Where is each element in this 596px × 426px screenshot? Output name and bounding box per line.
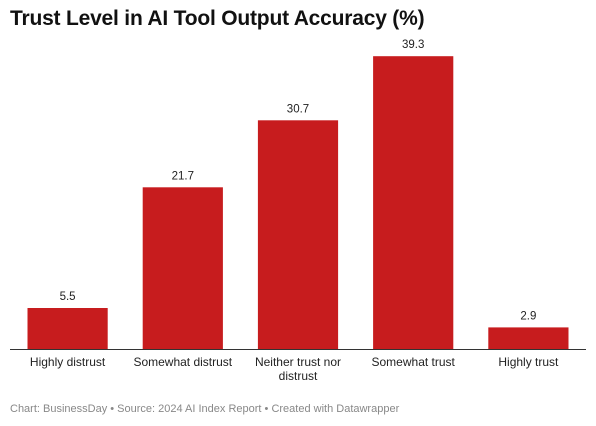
category-labels-group: Highly distrust Somewhat distrust Neither … bbox=[30, 355, 559, 383]
bar-value-label: 30.7 bbox=[287, 103, 309, 115]
bar-value-label: 2.9 bbox=[520, 310, 536, 322]
category-label: Neither trust nor distrust bbox=[255, 355, 341, 383]
bar bbox=[27, 308, 108, 349]
bars-group bbox=[27, 56, 569, 349]
bar bbox=[373, 56, 454, 349]
bar-value-label: 21.7 bbox=[172, 170, 194, 182]
category-label: Somewhat distrust bbox=[133, 355, 232, 369]
bar bbox=[257, 120, 339, 349]
category-label: Somewhat trust bbox=[372, 355, 456, 369]
value-labels-group: 5.5 21.7 30.7 39.3 2.9 bbox=[60, 39, 537, 322]
category-label: Highly distrust bbox=[30, 355, 106, 369]
bar bbox=[488, 327, 569, 349]
bar-chart: 5.5 21.7 30.7 39.3 2.9 Highly distrust Somewh… bbox=[10, 39, 586, 383]
bar-value-label: 39.3 bbox=[402, 39, 424, 51]
category-label: Highly trust bbox=[498, 355, 559, 369]
chart-title: Trust Level in AI Tool Output Accuracy (… bbox=[10, 7, 425, 30]
bar bbox=[142, 187, 223, 349]
chart-footer: Chart: BusinessDay • Source: 2024 AI Ind… bbox=[10, 403, 400, 415]
bar-value-label: 5.5 bbox=[60, 291, 76, 303]
